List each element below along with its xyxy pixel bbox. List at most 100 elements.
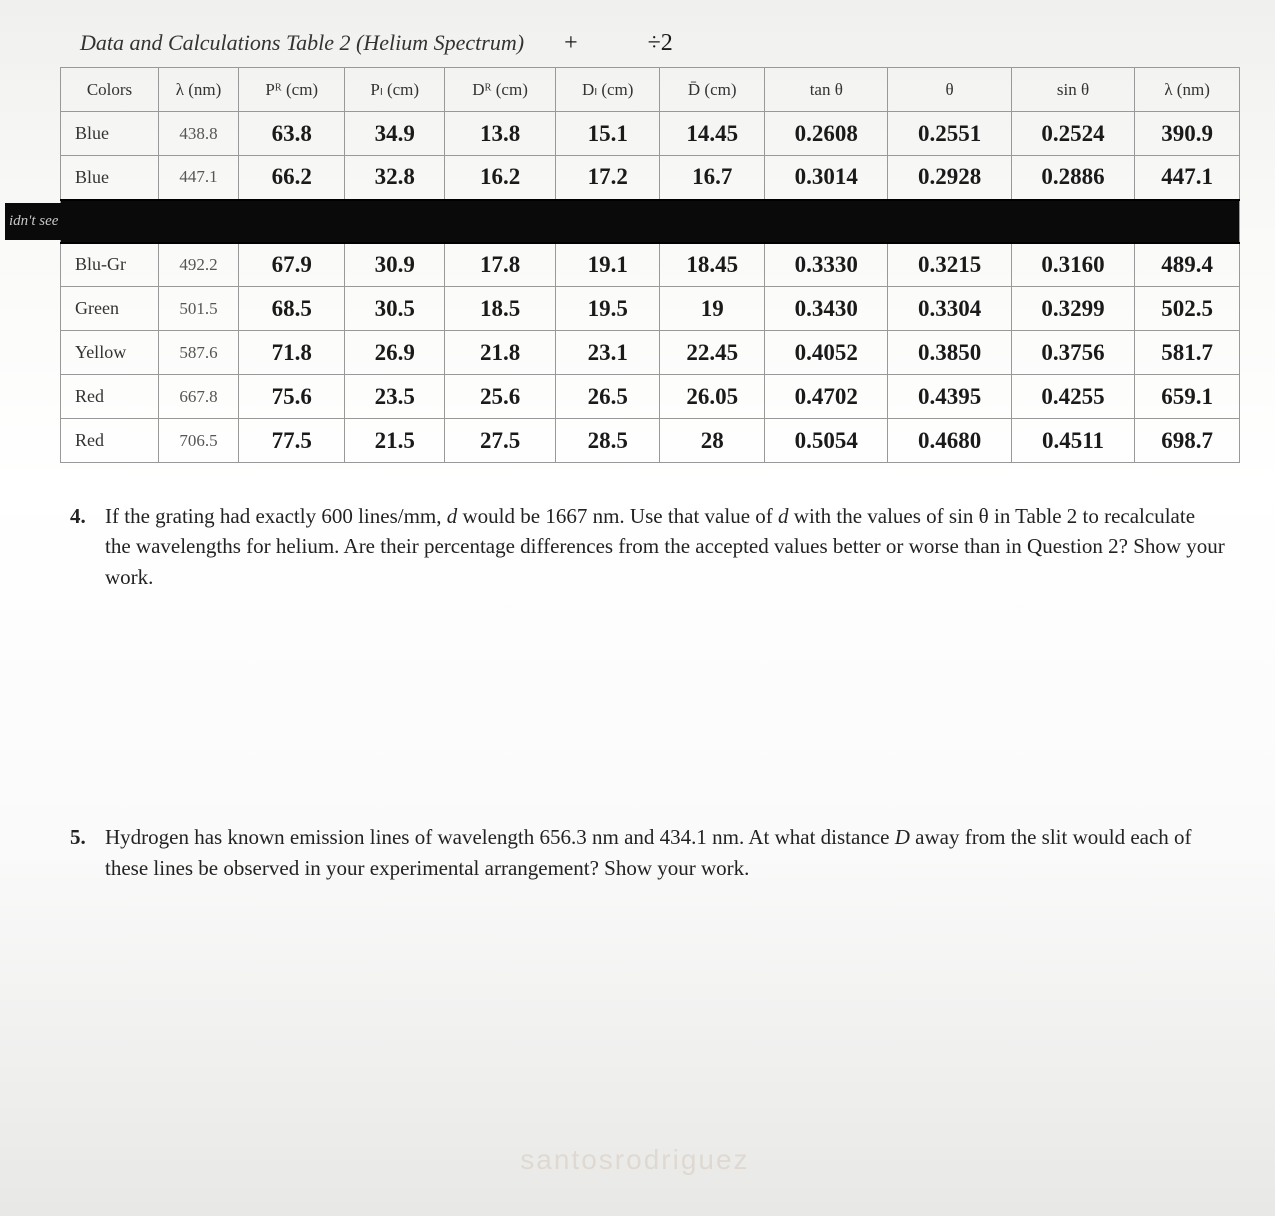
- row-value: 0.2886: [1011, 156, 1134, 200]
- row-lambda-printed: 501.5: [159, 287, 239, 331]
- row-value: 581.7: [1135, 331, 1240, 375]
- row-value: 489.4: [1135, 243, 1240, 287]
- row-value: 0.4255: [1011, 375, 1134, 419]
- row-value: 30.9: [345, 243, 445, 287]
- row-value: 66.2: [239, 156, 345, 200]
- row-lambda-printed: 587.6: [159, 331, 239, 375]
- col-tan: tan θ: [765, 68, 888, 112]
- row-value: 0.3430: [765, 287, 888, 331]
- row-value: 19.1: [556, 243, 660, 287]
- plus-symbol: +: [564, 30, 578, 57]
- question-4: 4. If the grating had exactly 600 lines/…: [50, 501, 1235, 592]
- row-value: 447.1: [1135, 156, 1240, 200]
- row-value: 0.2524: [1011, 112, 1134, 156]
- row-value: 0.4702: [765, 375, 888, 419]
- row-color: Green: [61, 287, 159, 331]
- row-value: 0.3850: [888, 331, 1011, 375]
- col-pl: Pₗ (cm): [345, 68, 445, 112]
- row-color: Yellow: [61, 331, 159, 375]
- title-row: Data and Calculations Table 2 (Helium Sp…: [50, 30, 1235, 57]
- table-row: Blu-Gr492.267.930.917.819.118.450.33300.…: [61, 243, 1240, 287]
- helium-table: Colors λ (nm) Pᴿ (cm) Pₗ (cm) Dᴿ (cm) Dₗ…: [60, 67, 1240, 463]
- col-lambda2: λ (nm): [1135, 68, 1240, 112]
- blackout-row: idn't see: [61, 200, 1240, 243]
- row-value: 68.5: [239, 287, 345, 331]
- row-value: 0.3330: [765, 243, 888, 287]
- row-value: 21.8: [445, 331, 556, 375]
- row-value: 26.05: [660, 375, 765, 419]
- row-value: 0.4511: [1011, 419, 1134, 463]
- row-value: 26.5: [556, 375, 660, 419]
- row-value: 0.2608: [765, 112, 888, 156]
- row-value: 0.4680: [888, 419, 1011, 463]
- row-value: 0.5054: [765, 419, 888, 463]
- row-lambda-printed: 706.5: [159, 419, 239, 463]
- row-value: 0.2551: [888, 112, 1011, 156]
- q4-number: 4.: [70, 501, 86, 531]
- row-color: Blue: [61, 112, 159, 156]
- row-value: 0.2928: [888, 156, 1011, 200]
- row-value: 23.5: [345, 375, 445, 419]
- table-title: Data and Calculations Table 2 (Helium Sp…: [80, 30, 524, 56]
- row-value: 15.1: [556, 112, 660, 156]
- row-value: 77.5: [239, 419, 345, 463]
- row-lambda-printed: 438.8: [159, 112, 239, 156]
- row-value: 14.45: [660, 112, 765, 156]
- row-value: 18.45: [660, 243, 765, 287]
- col-pr: Pᴿ (cm): [239, 68, 345, 112]
- row-value: 17.2: [556, 156, 660, 200]
- row-value: 28: [660, 419, 765, 463]
- row-value: 0.4395: [888, 375, 1011, 419]
- q4-text-0: If the grating had exactly 600 lines/mm,: [105, 504, 447, 528]
- col-lambda: λ (nm): [159, 68, 239, 112]
- row-lambda-printed: 667.8: [159, 375, 239, 419]
- margin-note: idn't see: [5, 203, 62, 240]
- row-value: 390.9: [1135, 112, 1240, 156]
- row-value: 26.9: [345, 331, 445, 375]
- row-value: 0.3160: [1011, 243, 1134, 287]
- row-value: 75.6: [239, 375, 345, 419]
- col-dbar: D̄ (cm): [660, 68, 765, 112]
- table-row: Red667.875.623.525.626.526.050.47020.439…: [61, 375, 1240, 419]
- q4-text-1: d: [447, 504, 458, 528]
- row-value: 698.7: [1135, 419, 1240, 463]
- row-value: 0.4052: [765, 331, 888, 375]
- row-value: 18.5: [445, 287, 556, 331]
- row-value: 0.3299: [1011, 287, 1134, 331]
- col-colors: Colors: [61, 68, 159, 112]
- row-value: 63.8: [239, 112, 345, 156]
- row-value: 0.3304: [888, 287, 1011, 331]
- col-dr: Dᴿ (cm): [445, 68, 556, 112]
- row-lambda-printed: 492.2: [159, 243, 239, 287]
- q5-number: 5.: [70, 822, 86, 852]
- row-color: Red: [61, 419, 159, 463]
- table-row: Red706.577.521.527.528.5280.50540.46800.…: [61, 419, 1240, 463]
- table-row: Green501.568.530.518.519.5190.34300.3304…: [61, 287, 1240, 331]
- row-color: Blu-Gr: [61, 243, 159, 287]
- row-value: 502.5: [1135, 287, 1240, 331]
- q4-text-2: would be 1667 nm. Use that value of: [457, 504, 778, 528]
- row-value: 0.3014: [765, 156, 888, 200]
- row-value: 27.5: [445, 419, 556, 463]
- row-value: 17.8: [445, 243, 556, 287]
- header-row: Colors λ (nm) Pᴿ (cm) Pₗ (cm) Dᴿ (cm) Dₗ…: [61, 68, 1240, 112]
- row-value: 19: [660, 287, 765, 331]
- q5-text-0: Hydrogen has known emission lines of wav…: [105, 825, 895, 849]
- col-theta: θ: [888, 68, 1011, 112]
- col-sin: sin θ: [1011, 68, 1134, 112]
- row-value: 16.7: [660, 156, 765, 200]
- row-value: 659.1: [1135, 375, 1240, 419]
- q4-text-3: d: [778, 504, 789, 528]
- row-value: 21.5: [345, 419, 445, 463]
- row-value: 30.5: [345, 287, 445, 331]
- row-value: 0.3756: [1011, 331, 1134, 375]
- row-value: 19.5: [556, 287, 660, 331]
- question-5: 5. Hydrogen has known emission lines of …: [50, 822, 1235, 883]
- row-value: 34.9: [345, 112, 445, 156]
- row-color: Red: [61, 375, 159, 419]
- row-value: 22.45: [660, 331, 765, 375]
- row-value: 0.3215: [888, 243, 1011, 287]
- watermark: santosrodriguez: [520, 1144, 749, 1176]
- row-value: 23.1: [556, 331, 660, 375]
- row-value: 67.9: [239, 243, 345, 287]
